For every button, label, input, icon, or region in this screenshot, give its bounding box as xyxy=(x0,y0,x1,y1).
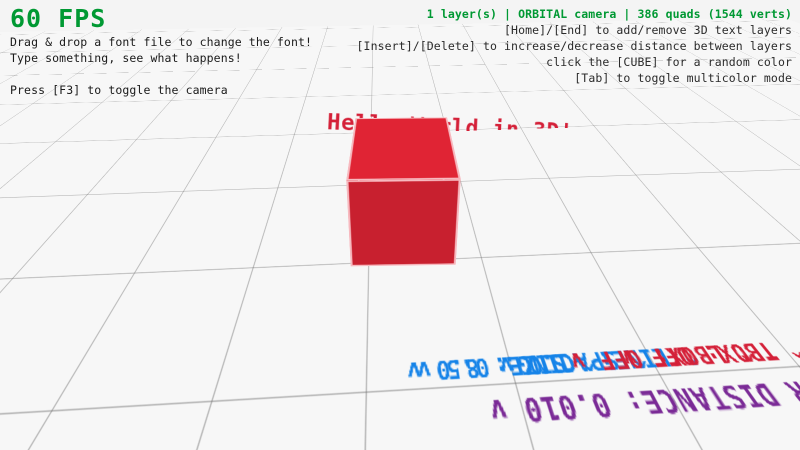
hint-layer-distance: [Insert]/[Delete] to increase/decrease d… xyxy=(356,39,792,53)
hint-cube-color: click the [CUBE] for a random color xyxy=(546,55,792,69)
status-line: 1 layer(s) | ORBITAL camera | 386 quads … xyxy=(426,7,792,21)
hint-font-drop: Drag & drop a font file to change the fo… xyxy=(10,35,313,49)
fps-counter: 60 FPS xyxy=(10,4,107,33)
hud-right: 1 layer(s) | ORBITAL camera | 386 quads … xyxy=(357,6,792,86)
hint-camera: Press [F3] to toggle the camera xyxy=(10,83,228,97)
hint-type: Type something, see what happens! xyxy=(10,51,242,65)
hud-left: 60 FPS Drag & drop a font file to change… xyxy=(10,4,312,98)
cube-face-back xyxy=(346,179,461,267)
hint-multicolor: [Tab] to toggle multicolor mode xyxy=(574,71,792,85)
hint-layers: [Home]/[End] to add/remove 3D text layer… xyxy=(504,23,792,37)
cube-object[interactable] xyxy=(346,117,461,267)
cube-face-top xyxy=(346,117,461,181)
